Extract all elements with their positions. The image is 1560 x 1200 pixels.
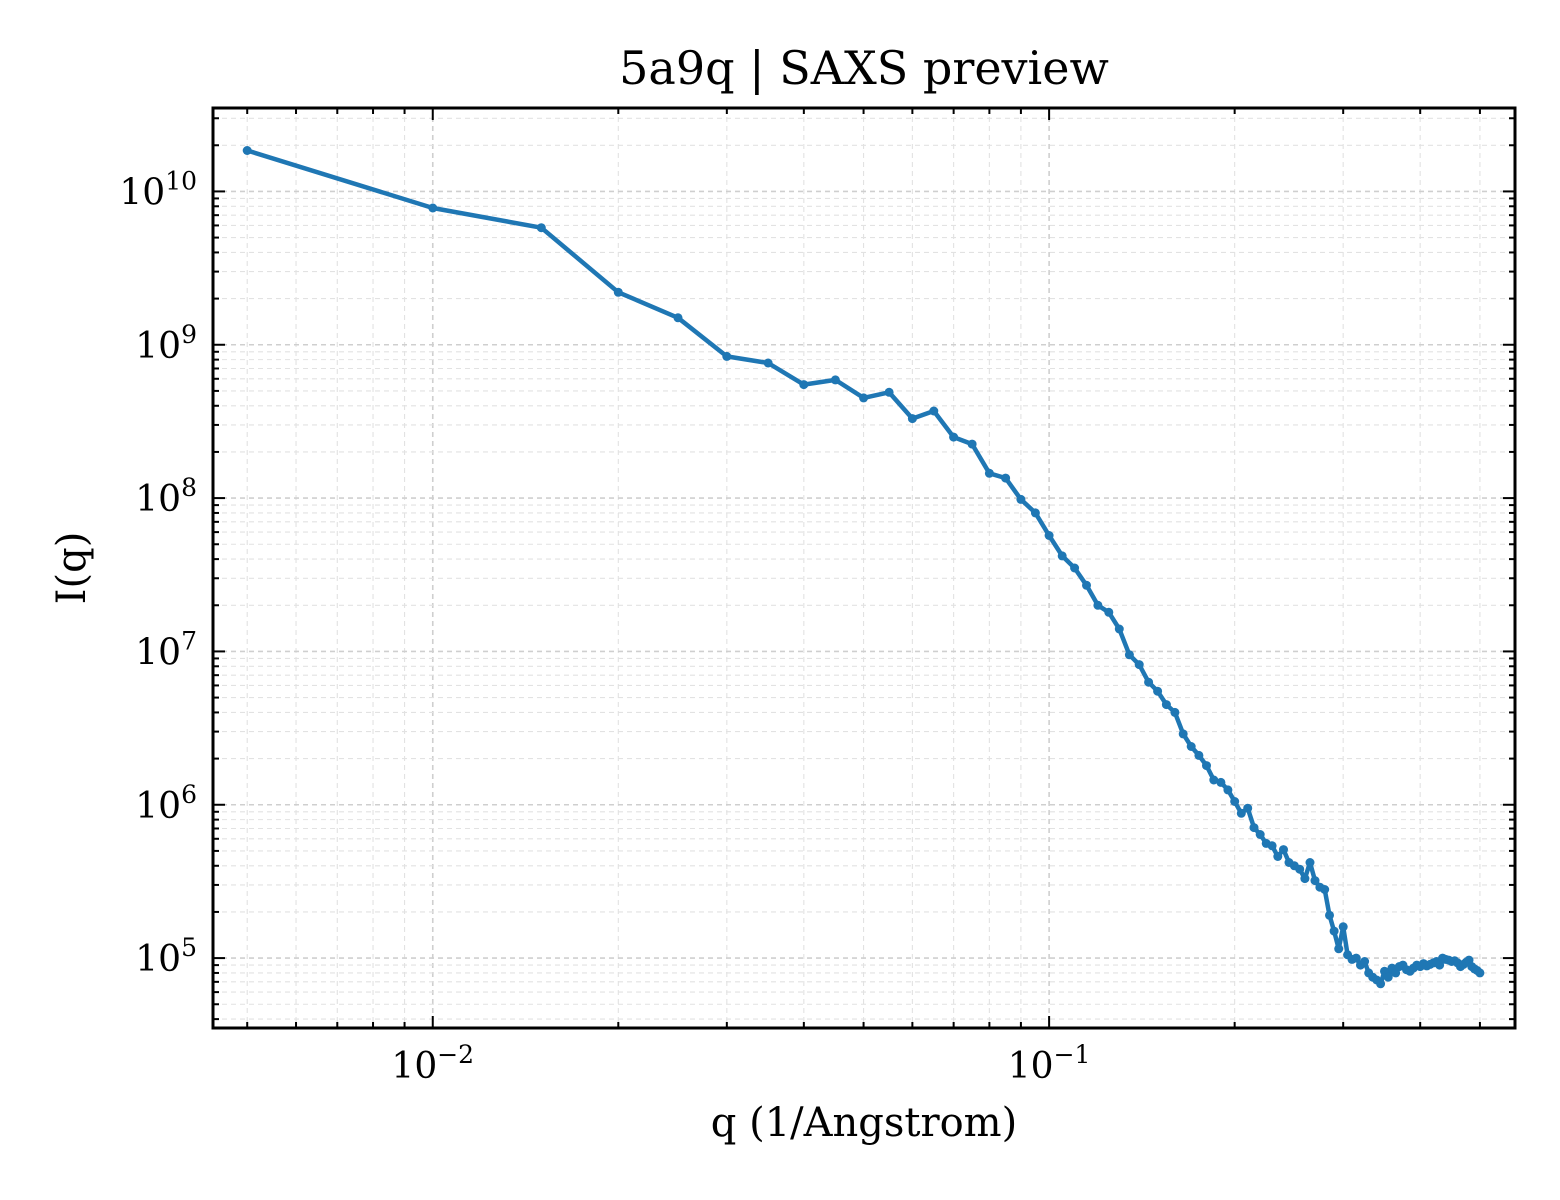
x-tick-label: 10−1	[1008, 1040, 1091, 1087]
data-point	[1057, 551, 1067, 561]
data-point	[1295, 864, 1305, 874]
data-point	[1243, 803, 1253, 813]
data-marker-layer	[242, 146, 1485, 989]
data-point	[884, 387, 894, 397]
data-point	[949, 432, 959, 442]
x-tick-labels: 10−2 10−1	[391, 1040, 1090, 1087]
data-point	[967, 439, 977, 449]
data-point	[1305, 858, 1315, 867]
y-tick-labels: 105 106 107 108 109 1010	[119, 166, 197, 980]
data-point	[1209, 775, 1219, 785]
data-point	[1273, 852, 1283, 861]
data-point	[1310, 876, 1320, 886]
y-tick-label: 109	[135, 320, 197, 367]
data-point	[1334, 944, 1344, 954]
data-point	[428, 203, 438, 213]
y-tick-label: 1010	[119, 166, 197, 213]
data-point	[1279, 845, 1288, 855]
data-point	[1267, 841, 1277, 851]
data-point	[984, 468, 994, 478]
data-point	[1360, 957, 1370, 966]
y-tick-label: 107	[135, 626, 197, 673]
data-point	[1202, 761, 1211, 771]
data-point	[1320, 885, 1330, 894]
data-point	[1153, 686, 1163, 696]
data-point	[763, 358, 773, 368]
data-point	[1435, 960, 1445, 970]
y-tick-label: 106	[135, 780, 197, 827]
data-point	[1186, 742, 1196, 751]
data-point	[1044, 531, 1054, 540]
data-point	[722, 351, 732, 361]
chart-title: 5a9q | SAXS preview	[619, 41, 1109, 95]
data-point	[1376, 979, 1386, 989]
data-point	[536, 223, 546, 233]
plot-frame	[211, 106, 1517, 1030]
data-point	[1144, 677, 1154, 687]
data-point	[242, 146, 252, 155]
data-point	[859, 393, 869, 403]
grid-layer	[213, 108, 1515, 1028]
data-point	[1351, 953, 1361, 963]
data-point	[1134, 660, 1144, 670]
y-tick-label: 108	[135, 473, 197, 520]
data-point	[1001, 473, 1011, 483]
data-point	[613, 287, 623, 297]
data-point	[929, 406, 939, 416]
data-point	[907, 414, 917, 424]
y-tick-label: 105	[135, 933, 197, 980]
data-point	[1104, 607, 1114, 617]
data-point	[1475, 968, 1485, 978]
data-point	[1124, 650, 1134, 660]
data-point	[1016, 494, 1026, 504]
data-point	[1070, 563, 1080, 573]
data-point	[1194, 750, 1204, 760]
data-point	[1329, 926, 1339, 936]
data-point	[1255, 830, 1265, 839]
x-tick-label: 10−2	[391, 1040, 474, 1087]
y-axis-label: I(q)	[49, 532, 95, 605]
data-point	[1170, 707, 1180, 717]
data-point	[1223, 785, 1233, 795]
data-point	[1236, 808, 1246, 818]
data-point	[1300, 874, 1310, 884]
data-point	[1249, 823, 1259, 833]
data-point	[1093, 600, 1103, 610]
data-point	[1114, 624, 1124, 634]
data-point	[830, 375, 840, 385]
data-point	[1230, 797, 1240, 806]
data-point	[1161, 700, 1171, 710]
data-point	[1030, 508, 1040, 518]
data-point	[1338, 922, 1348, 932]
data-point	[799, 380, 809, 390]
data-point	[1082, 580, 1091, 590]
x-axis-label: q (1/Angstrom)	[711, 1100, 1017, 1146]
data-point	[1383, 972, 1393, 982]
data-point	[1325, 910, 1334, 920]
data-point	[1178, 729, 1188, 739]
data-point	[1216, 777, 1226, 787]
data-point	[673, 313, 683, 323]
